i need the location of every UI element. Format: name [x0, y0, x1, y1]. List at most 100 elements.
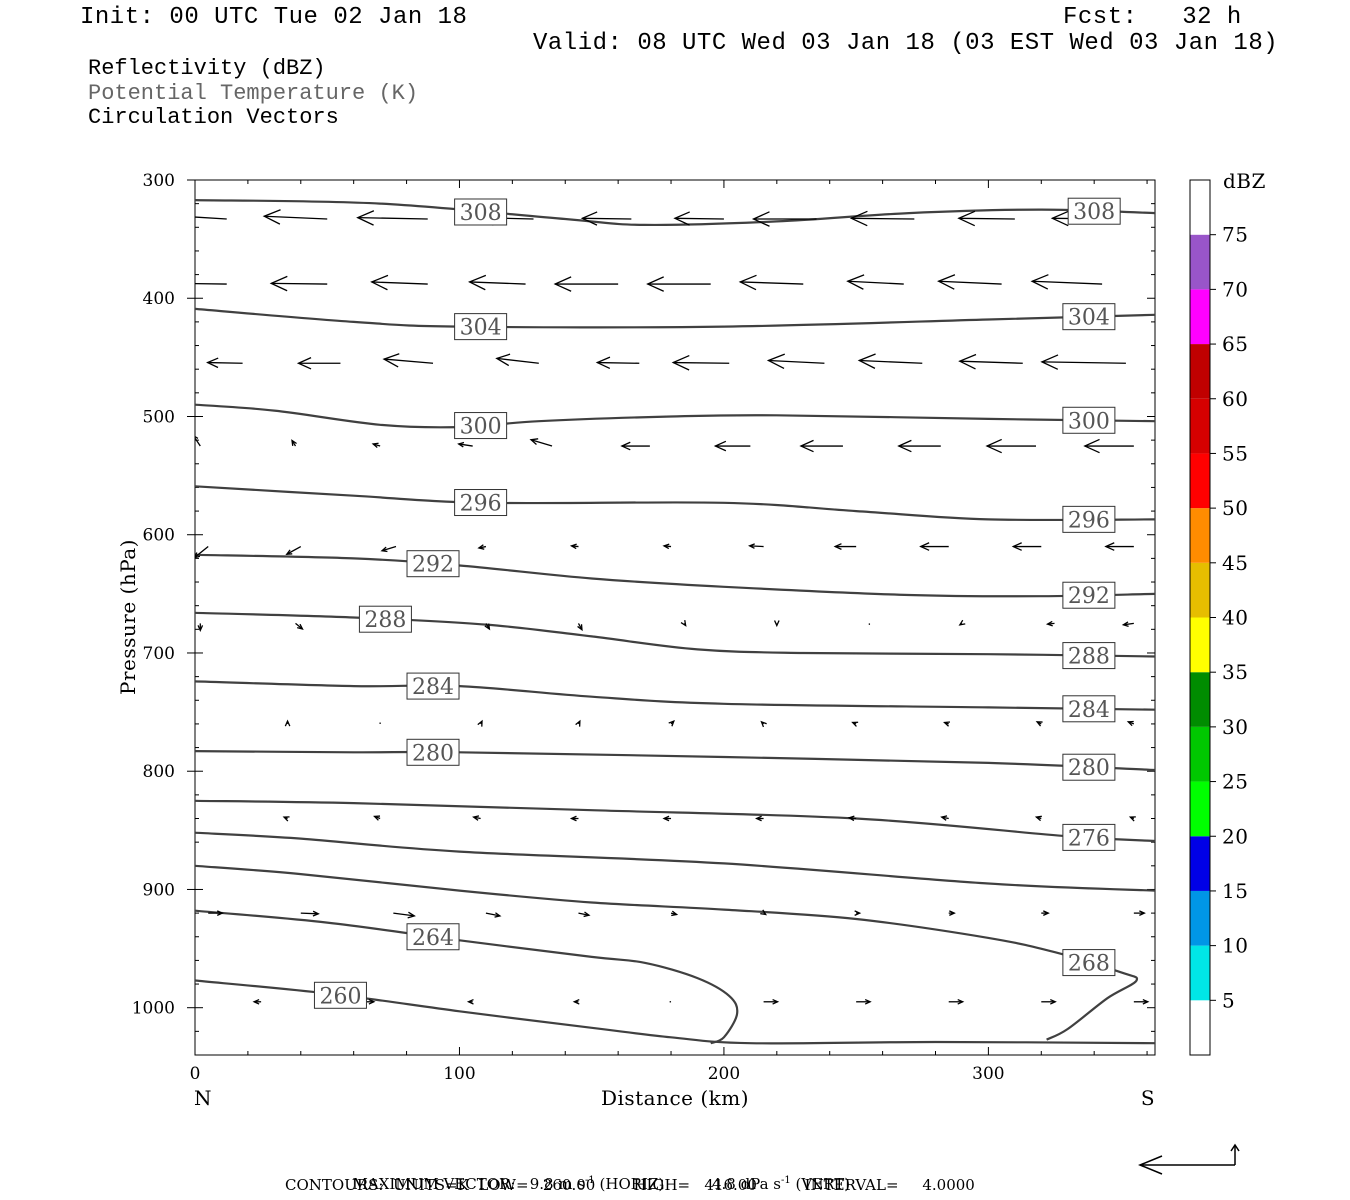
y-tick-label: 900: [143, 880, 175, 900]
y-tick-label: 400: [143, 289, 175, 309]
circulation-vector: [529, 438, 553, 447]
circulation-vector: [673, 211, 724, 226]
circulation-vector: [300, 910, 320, 917]
circulation-vector: [467, 274, 526, 291]
reflectivity-field-label: Reflectivity (dBZ): [88, 56, 326, 81]
contour-label: 260: [319, 984, 361, 1009]
circulation-vector: [1030, 274, 1103, 290]
circulation-vector: [291, 439, 297, 447]
contour-label: 276: [1068, 826, 1110, 851]
colorbar-segment: [1190, 508, 1210, 563]
circulation-vector: [919, 542, 949, 551]
circulation-vector: [662, 815, 672, 822]
circulation-vector: [208, 910, 224, 916]
circulation-vector: [366, 998, 376, 1005]
circulation-vector: [671, 354, 730, 371]
circulation-vector: [380, 545, 397, 553]
contour-label-box: [358, 605, 412, 633]
colorbar-segment: [1190, 1000, 1210, 1055]
x-tick-label: 0: [190, 1064, 201, 1084]
circulation-vector: [985, 438, 1036, 454]
circulation-vector: [284, 719, 291, 727]
theta-field-label: Potential Temperature (K): [88, 81, 419, 106]
theta-contour-292: [195, 553, 1155, 598]
theta-contour-264: [195, 909, 739, 1045]
circulation-vector: [197, 623, 204, 632]
circulation-vector: [937, 274, 1002, 290]
contour-label-box: [406, 923, 460, 951]
contour-label: 292: [1068, 584, 1110, 609]
circulation-vector: [662, 543, 672, 550]
colorbar-segment: [1190, 453, 1210, 509]
contour-label: 300: [1068, 409, 1110, 434]
circulation-vector: [1083, 438, 1134, 454]
circulation-vector: [755, 815, 764, 822]
theta-contour-labels: 308 308 304 304 300 300 296 296 292 292 288 288 284 2…: [313, 197, 1121, 1009]
colorbar-segment: [1190, 726, 1210, 782]
max-vector-line: MAXIMUM VECTOR: 9.8 m s-1 (HORIZ) 4.8 dP…: [343, 1157, 851, 1193]
circulation-vector: [457, 441, 473, 448]
circulation-vector: [1121, 621, 1134, 628]
y-tick-label: 600: [143, 526, 175, 546]
colorbar-level-label: 10: [1222, 934, 1248, 958]
theta-contour-276: [195, 799, 1155, 843]
theta-contours: [195, 199, 1155, 1045]
circulation-vector: [738, 274, 804, 291]
x-tick-label: 100: [443, 1064, 475, 1084]
colorbar-level-label: 55: [1222, 441, 1248, 465]
x-tick-label: 300: [972, 1064, 1004, 1084]
circulation-vector: [393, 911, 416, 919]
circulation-vector: [295, 622, 304, 631]
colorbar-level-label: 35: [1222, 660, 1248, 684]
colorbar-segment: [1190, 617, 1210, 673]
circulation-vector: [760, 720, 767, 728]
circulation-vector: [296, 357, 341, 370]
colorbar-segment: [1190, 344, 1210, 399]
colorbar-level-label: 40: [1222, 606, 1248, 630]
circulation-vector: [766, 353, 825, 370]
colorbar-segment: [1190, 890, 1210, 946]
circulation-vector: [285, 545, 302, 556]
circulation-vector: [851, 721, 859, 727]
circulation-vector: [856, 998, 872, 1005]
horiz-max-value: 9.8 m s: [529, 1175, 586, 1193]
circulation-vector: [195, 546, 209, 559]
circulation-vector: [580, 211, 632, 226]
circulation-vector: [569, 543, 579, 550]
contour-label-box: [1067, 197, 1121, 225]
contour-label: 308: [460, 201, 502, 226]
circulation-vector: [646, 276, 711, 292]
colorbar-segment: [1190, 234, 1210, 290]
circulation-vector: [195, 283, 227, 285]
colorbar-segment: [1190, 289, 1210, 345]
circulation-vector: [370, 274, 428, 291]
x-axis-title: Distance (km): [601, 1086, 749, 1110]
vert-suffix: (VERT): [790, 1175, 851, 1193]
contour-label: 280: [412, 741, 454, 766]
circulation-vector: [833, 543, 857, 550]
plot-frame: [194, 179, 1156, 1056]
circulation-vector: [846, 274, 904, 290]
contour-label: 304: [1068, 306, 1110, 331]
contour-label: 304: [460, 316, 502, 341]
circulation-vector: [575, 719, 581, 727]
circulation-vector: [382, 353, 434, 368]
contour-label: 296: [460, 492, 502, 517]
theta-contour-268: [195, 864, 1139, 1041]
colorbar-level-label: 75: [1222, 223, 1248, 247]
y-tick-label: 700: [143, 644, 175, 664]
reflectivity-colorbar: 5 10 15 20 25 30 35 40 45 50 55 60 65 70 75: [1189, 179, 1248, 1056]
contour-label: 284: [1068, 698, 1110, 723]
contour-label-box: [1062, 303, 1116, 331]
colorbar-level-label: 45: [1222, 551, 1248, 575]
contour-label-box: [406, 738, 460, 766]
colorbar-level-label: 50: [1222, 496, 1248, 520]
contour-label-box: [1062, 505, 1116, 533]
theta-contour-284: [195, 680, 1155, 711]
circulation-vector: [1133, 998, 1150, 1005]
contour-label-box: [1062, 642, 1116, 670]
circulation-vector: [1011, 542, 1042, 551]
colorbar-level-label: 5: [1222, 988, 1235, 1012]
circulation-vector: [282, 816, 290, 822]
